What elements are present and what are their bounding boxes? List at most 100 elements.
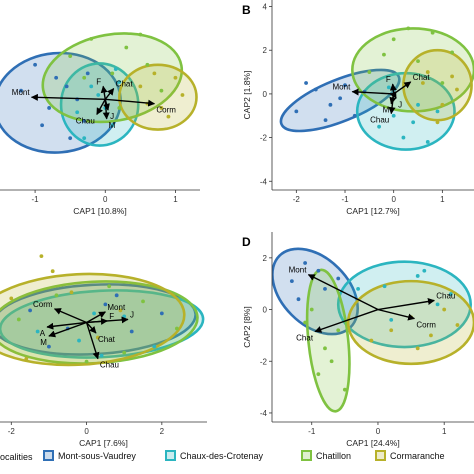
data-point	[420, 81, 425, 85]
data-point	[54, 75, 59, 80]
x-tick-label: 0	[84, 427, 89, 436]
data-point	[82, 75, 87, 80]
legend-swatch	[375, 450, 386, 461]
data-point	[343, 83, 347, 88]
data-point	[429, 333, 433, 338]
data-point	[435, 109, 440, 114]
data-point	[173, 75, 178, 80]
vector-label: Chau	[100, 361, 119, 370]
data-point	[294, 109, 299, 114]
data-point	[329, 359, 334, 364]
data-point	[113, 67, 118, 71]
data-point	[28, 308, 33, 313]
data-point	[54, 293, 59, 298]
data-point	[338, 96, 343, 101]
x-tick-label: 0	[376, 427, 381, 436]
x-axis-label: CAP1 [7.6%]	[79, 438, 128, 448]
data-point	[75, 110, 80, 115]
plot-area: Mont Corm F Chat JM Chau	[0, 32, 198, 154]
data-point	[19, 88, 23, 93]
data-point	[92, 311, 96, 316]
data-point	[82, 136, 87, 141]
data-point	[304, 81, 308, 85]
vector-mont	[307, 274, 379, 311]
data-point	[64, 84, 69, 89]
data-point	[159, 311, 164, 316]
data-point	[369, 338, 374, 343]
vector-label: Chat	[98, 335, 116, 344]
data-point	[450, 50, 454, 55]
vector-label: Corm	[33, 300, 53, 309]
data-point	[367, 70, 372, 74]
data-point	[382, 284, 387, 289]
data-point	[47, 344, 51, 349]
vector-label: J	[130, 310, 134, 319]
data-point	[96, 93, 101, 97]
vector-label: Mont	[107, 303, 126, 312]
vector-a	[46, 321, 87, 330]
data-point	[442, 307, 447, 312]
vector-mont	[30, 93, 106, 101]
data-point	[416, 59, 420, 64]
data-point	[16, 317, 21, 322]
data-point	[103, 302, 108, 307]
data-point	[110, 123, 115, 128]
data-point	[430, 30, 435, 35]
data-point	[122, 314, 127, 319]
data-point	[47, 106, 52, 110]
x-tick-label: -1	[32, 195, 40, 204]
data-point	[24, 356, 29, 361]
x-axis-label: CAP1 [12.7%]	[346, 206, 399, 216]
legend-swatch	[165, 450, 176, 461]
data-point	[356, 286, 360, 291]
vector-label: F	[96, 77, 101, 86]
y-axis-label: CAP2 [8%]	[242, 306, 252, 348]
data-point	[129, 329, 134, 334]
x-tick-label: -2	[293, 195, 301, 204]
y-tick-label: 4	[263, 3, 268, 12]
y-tick-label: -4	[260, 409, 268, 418]
vector-label: M	[383, 106, 390, 115]
vector-corm	[53, 308, 87, 324]
vector-label: Mont	[289, 266, 308, 275]
data-point	[99, 353, 104, 358]
data-point	[323, 346, 327, 351]
data-point	[323, 286, 327, 291]
x-tick-label: -2	[8, 427, 16, 436]
data-point	[89, 84, 94, 89]
data-point	[180, 93, 185, 97]
data-point	[415, 274, 420, 278]
data-point	[316, 268, 321, 273]
legend-item-label: Cormaranche	[390, 451, 445, 461]
data-point	[33, 62, 37, 67]
data-point	[448, 292, 453, 296]
vector-j	[86, 316, 129, 324]
data-point	[303, 261, 308, 265]
ellipse-chaux-des-crotenay	[59, 62, 140, 147]
legend-swatch	[43, 450, 54, 461]
vector-mont	[86, 311, 106, 324]
vector-chat	[104, 87, 115, 100]
vector-label: Chau	[436, 292, 455, 301]
vector-mont	[351, 88, 394, 96]
data-point	[152, 71, 157, 76]
legend: ocalities Mont-sous-Vaudrey Chaux-des-Crot…	[0, 450, 445, 462]
data-point	[145, 62, 150, 67]
data-point	[166, 114, 171, 119]
vector-label: Corm	[416, 321, 436, 330]
vector-label: A	[40, 329, 46, 338]
vector-f	[389, 83, 397, 94]
vector-label: Chat	[116, 80, 134, 89]
data-point	[68, 136, 73, 141]
vector-chau	[388, 93, 396, 115]
data-point	[35, 329, 40, 334]
ellipse-mont-sous-vaudrey	[272, 247, 359, 336]
data-point	[309, 307, 314, 312]
data-point	[40, 123, 45, 128]
vector-label: Chau	[370, 116, 389, 125]
data-point	[95, 335, 100, 340]
panel-d: Mont Chau Corm Chat -1 0 1 CAP1 [24.4%] -4 -2 0 2 CA…	[242, 232, 474, 448]
x-tick-label: 2	[160, 427, 165, 436]
y-axis-label: CAP2 [1.8%]	[242, 71, 252, 120]
